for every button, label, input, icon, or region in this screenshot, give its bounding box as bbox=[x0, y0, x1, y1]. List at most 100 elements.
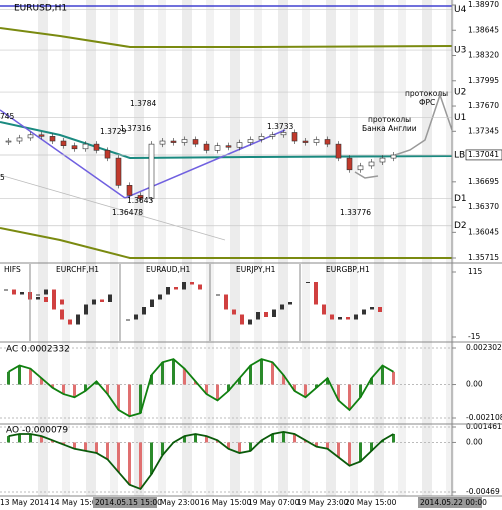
mini-candle bbox=[142, 307, 146, 315]
mini-candle bbox=[248, 319, 252, 325]
candle bbox=[280, 132, 287, 136]
mini-candle bbox=[108, 294, 112, 302]
histogram-bar bbox=[62, 442, 65, 445]
histogram-bar bbox=[172, 359, 175, 385]
histogram-bar bbox=[73, 442, 76, 449]
x-tick-label: 2014.05.22 00:00 bbox=[420, 498, 487, 507]
candle bbox=[247, 139, 254, 143]
mini-candle bbox=[150, 299, 154, 307]
candle bbox=[192, 139, 199, 145]
annotation: 5 bbox=[0, 173, 5, 182]
histogram-bar bbox=[40, 378, 43, 385]
mini-candle bbox=[158, 294, 162, 300]
candle bbox=[258, 136, 265, 140]
candle bbox=[159, 140, 166, 145]
histogram-bar bbox=[271, 362, 274, 385]
session-stripe bbox=[254, 0, 262, 496]
mini-candle bbox=[166, 287, 170, 295]
y-tick-label: 1.36695 bbox=[468, 177, 499, 186]
candle bbox=[269, 134, 276, 137]
histogram-bar bbox=[304, 440, 307, 443]
histogram-bar bbox=[282, 431, 285, 443]
level-label: U2 bbox=[454, 88, 466, 98]
histogram-bar bbox=[7, 436, 10, 443]
histogram-bar bbox=[238, 442, 241, 454]
histogram-bar bbox=[194, 433, 197, 443]
y-tick-label: 1.37345 bbox=[468, 126, 499, 135]
session-stripe bbox=[110, 0, 118, 496]
session-stripe bbox=[350, 0, 358, 496]
candle bbox=[60, 140, 67, 146]
mini-candle bbox=[314, 282, 318, 305]
level-label: D2 bbox=[454, 221, 467, 231]
annotation: 1.3643 bbox=[127, 196, 153, 205]
mini-candle bbox=[240, 314, 244, 325]
session-stripe bbox=[62, 0, 70, 496]
histogram-bar bbox=[392, 433, 395, 443]
histogram-bar bbox=[205, 436, 208, 443]
mini-candle bbox=[44, 289, 48, 295]
mini-candle bbox=[354, 314, 358, 320]
candle bbox=[82, 143, 89, 150]
histogram-bar bbox=[315, 442, 318, 447]
histogram-bar bbox=[216, 384, 219, 401]
histogram-bar bbox=[249, 442, 252, 451]
y-tick-label: 115 bbox=[468, 267, 483, 276]
mini-candle bbox=[198, 284, 202, 290]
histogram-bar bbox=[139, 384, 142, 414]
mini-candle bbox=[256, 312, 260, 320]
mini-candle bbox=[322, 304, 326, 315]
mini-candle bbox=[20, 292, 24, 295]
session-stripe bbox=[446, 0, 454, 496]
annotation: 1.33776 bbox=[340, 208, 371, 217]
histogram-bar bbox=[260, 359, 263, 385]
candle bbox=[335, 143, 342, 159]
pane-title: HIFS bbox=[4, 265, 21, 274]
mini-candle bbox=[36, 297, 40, 300]
x-tick-label: 20 May 15:00 bbox=[345, 498, 397, 507]
mini-candle bbox=[280, 304, 284, 310]
histogram-bar bbox=[18, 433, 21, 443]
candle bbox=[71, 145, 78, 150]
mini-candle bbox=[370, 307, 374, 310]
pane-title: EURGBP,H1 bbox=[326, 265, 370, 274]
session-stripe bbox=[230, 0, 240, 496]
candle bbox=[236, 142, 243, 148]
histogram-bar bbox=[392, 371, 395, 385]
histogram-bar bbox=[304, 384, 307, 398]
projection bbox=[394, 92, 453, 156]
mini-candle bbox=[338, 317, 342, 320]
trend-line-gray bbox=[0, 174, 226, 241]
event-note: Банка Англии bbox=[362, 124, 417, 133]
time-highlight bbox=[418, 497, 482, 508]
histogram-bar bbox=[62, 384, 65, 395]
histogram-bar bbox=[282, 375, 285, 385]
mini-candle bbox=[232, 309, 236, 315]
x-tick-label: 2014.05.15 15:00 bbox=[95, 498, 162, 507]
candle bbox=[324, 139, 331, 145]
histogram-bar bbox=[7, 371, 10, 385]
histogram-bar bbox=[348, 384, 351, 410]
histogram-bar bbox=[359, 442, 362, 462]
y-tick-label: -15 bbox=[468, 332, 480, 341]
y-tick-label: 1.38970 bbox=[468, 0, 499, 9]
histogram-bar bbox=[359, 384, 362, 398]
y-tick-label: 1.37670 bbox=[468, 101, 499, 110]
mini-candle bbox=[272, 309, 276, 317]
level-label: U4 bbox=[454, 5, 467, 15]
pane-title: EURCHF,H1 bbox=[56, 265, 99, 274]
mini-candle bbox=[288, 302, 292, 305]
event-note: протоколы bbox=[368, 115, 411, 124]
annotation: 745 bbox=[0, 112, 15, 121]
y-tick-label: 1.36045 bbox=[468, 227, 499, 236]
mini-candle bbox=[126, 319, 130, 321]
mini-candle bbox=[224, 294, 228, 310]
y-tick-label: 0.00 bbox=[466, 437, 483, 446]
mini-candle bbox=[60, 309, 64, 320]
moving-average bbox=[0, 121, 453, 160]
candle bbox=[390, 154, 397, 159]
mini-candle bbox=[44, 297, 48, 302]
candle bbox=[357, 165, 364, 171]
candle bbox=[115, 157, 122, 186]
